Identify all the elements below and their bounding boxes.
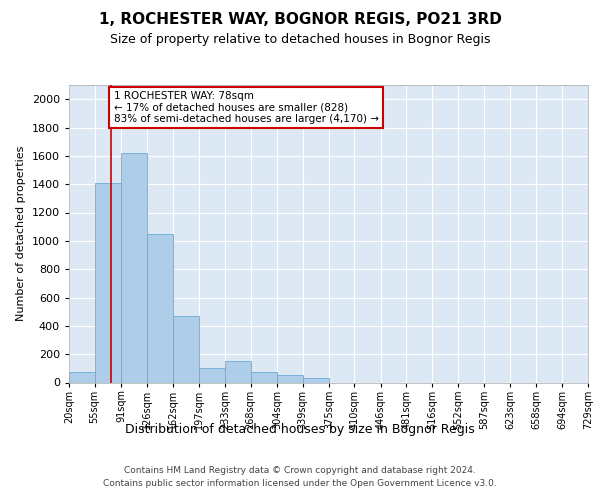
Text: Size of property relative to detached houses in Bognor Regis: Size of property relative to detached ho…: [110, 32, 490, 46]
Bar: [121, 153, 146, 382]
Text: 1, ROCHESTER WAY, BOGNOR REGIS, PO21 3RD: 1, ROCHESTER WAY, BOGNOR REGIS, PO21 3RD: [98, 12, 502, 28]
Bar: [173, 316, 199, 382]
Bar: [146, 234, 173, 382]
Bar: [251, 372, 277, 382]
Bar: [302, 378, 329, 382]
Text: 1 ROCHESTER WAY: 78sqm
← 17% of detached houses are smaller (828)
83% of semi-de: 1 ROCHESTER WAY: 78sqm ← 17% of detached…: [113, 90, 379, 124]
Text: Distribution of detached houses by size in Bognor Regis: Distribution of detached houses by size …: [125, 422, 475, 436]
Bar: [225, 361, 251, 382]
Bar: [277, 376, 302, 382]
Text: Contains HM Land Registry data © Crown copyright and database right 2024.
Contai: Contains HM Land Registry data © Crown c…: [103, 466, 497, 487]
Bar: [69, 372, 95, 382]
Bar: [199, 368, 225, 382]
Bar: [95, 182, 121, 382]
Y-axis label: Number of detached properties: Number of detached properties: [16, 146, 26, 322]
